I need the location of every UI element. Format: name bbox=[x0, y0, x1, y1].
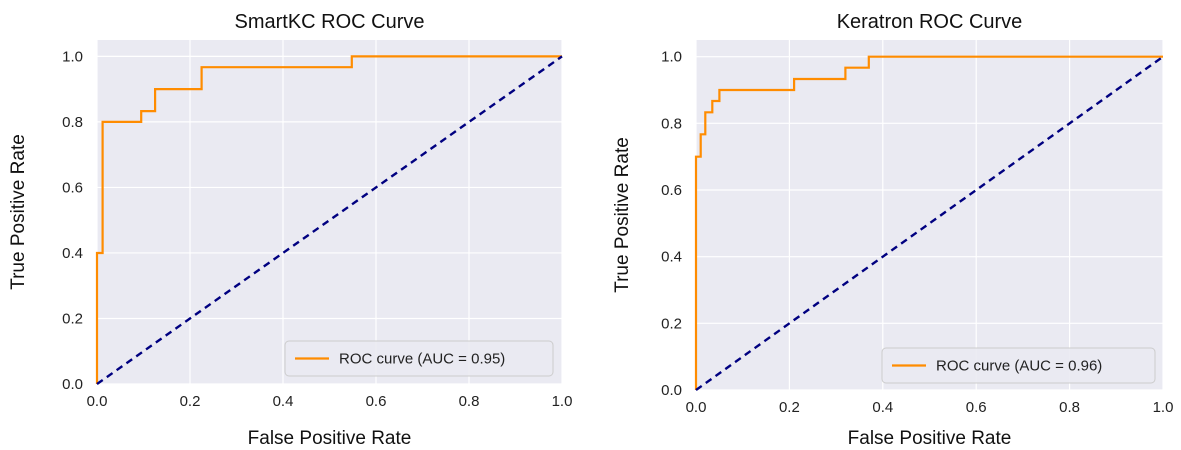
legend-label: ROC curve (AUC = 0.96) bbox=[936, 358, 1102, 375]
y-axis-label: True Positive Rate bbox=[612, 137, 633, 293]
y-tick-label: 0.4 bbox=[661, 249, 682, 266]
legend: ROC curve (AUC = 0.95) bbox=[284, 340, 554, 377]
x-axis-label: False Positive Rate bbox=[848, 428, 1012, 449]
y-tick-label: 0.4 bbox=[62, 245, 83, 262]
x-tick-label: 0.0 bbox=[87, 393, 108, 410]
y-axis-label: True Positive Rate bbox=[8, 134, 29, 290]
x-tick-label: 0.0 bbox=[686, 399, 707, 416]
y-tick-label: 0.8 bbox=[62, 114, 83, 131]
y-tick-label: 0.6 bbox=[661, 182, 682, 199]
x-tick-label: 1.0 bbox=[1153, 399, 1174, 416]
roc-curve-line bbox=[95, 55, 562, 384]
x-tick-label: 0.4 bbox=[273, 393, 294, 410]
x-tick-label: 0.4 bbox=[872, 399, 893, 416]
y-tick-label: 0.8 bbox=[661, 115, 682, 132]
chart-2: 0.0 0.2 0.4 0.6 0.8 1.0 0.0 0.2 0.4 0.6 0.8 1.0 Kera… bbox=[612, 11, 1173, 449]
x-tick-label: 0.2 bbox=[779, 399, 800, 416]
x-tick-label: 0.6 bbox=[366, 393, 387, 410]
x-tick-label: 1.0 bbox=[552, 393, 573, 410]
y-tick-label: 0.2 bbox=[62, 310, 83, 327]
y-tick-label: 0.2 bbox=[661, 315, 682, 332]
legend: ROC curve (AUC = 0.96) bbox=[881, 347, 1156, 384]
chance-diagonal-line bbox=[96, 55, 563, 385]
chart-title: Keratron ROC Curve bbox=[837, 11, 1023, 33]
x-tick-label: 0.8 bbox=[459, 393, 480, 410]
x-tick-label: 0.2 bbox=[180, 393, 201, 410]
legend-box bbox=[881, 347, 1156, 384]
chart-1: 0.0 0.2 0.4 0.6 0.8 1.0 0.0 0.2 0.4 0.6 0.8 1.0 Smar… bbox=[8, 11, 572, 449]
legend-label: ROC curve (AUC = 0.95) bbox=[339, 351, 505, 368]
plot-area bbox=[97, 40, 562, 384]
y-tick-label: 0.0 bbox=[661, 382, 682, 399]
legend-box bbox=[284, 340, 554, 377]
y-tick-label: 1.0 bbox=[62, 48, 83, 65]
x-axis-label: False Positive Rate bbox=[248, 428, 412, 449]
plot-area bbox=[696, 40, 1163, 390]
chart-title: SmartKC ROC Curve bbox=[234, 11, 424, 33]
x-tick-label: 0.6 bbox=[966, 399, 987, 416]
x-tick-label: 0.8 bbox=[1059, 399, 1080, 416]
y-tick-label: 0.0 bbox=[62, 376, 83, 393]
y-tick-label: 0.6 bbox=[62, 179, 83, 196]
y-tick-label: 1.0 bbox=[661, 49, 682, 66]
roc-curve-line bbox=[694, 55, 1163, 390]
